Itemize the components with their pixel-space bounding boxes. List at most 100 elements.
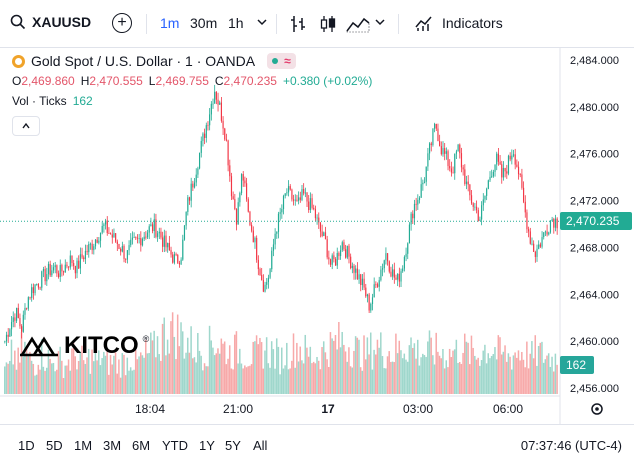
candle-body <box>319 222 322 232</box>
volume-bar <box>516 357 518 394</box>
candle-body <box>358 274 360 280</box>
timeframe-1h[interactable]: 1h <box>228 15 244 31</box>
candle-body <box>274 233 276 245</box>
candle-body <box>467 181 469 185</box>
volume-bar <box>287 369 290 394</box>
range-ytd[interactable]: YTD <box>162 438 188 453</box>
candle-body <box>63 271 65 273</box>
volume-bar <box>339 347 342 394</box>
candle-body <box>351 265 353 269</box>
candle-body <box>12 317 14 322</box>
range-all[interactable]: All <box>253 438 268 453</box>
candle-body <box>413 203 416 219</box>
volume-bar <box>524 367 526 394</box>
volume-bar <box>492 354 495 394</box>
candle-body <box>101 225 103 233</box>
candle-body <box>245 183 248 200</box>
volume-bar <box>348 347 350 394</box>
range-5d[interactable]: 5D <box>46 438 63 453</box>
price-axis[interactable]: 2,484.000 2,480.000 2,476.000 2,472.000 2,46… <box>570 55 619 395</box>
range-1y[interactable]: 1Y <box>199 438 215 453</box>
bar-chart-type-icon[interactable] <box>288 14 308 34</box>
candle-body <box>487 180 489 189</box>
range-6m[interactable]: 6M <box>132 438 151 453</box>
candle-body <box>387 253 389 262</box>
candle-body <box>172 254 174 263</box>
chevron-down-icon[interactable] <box>256 16 268 28</box>
settings-gear-icon[interactable] <box>591 403 603 415</box>
volume-bar <box>123 354 125 394</box>
volume-bar <box>101 358 103 394</box>
candle-body <box>27 297 29 309</box>
candle-body <box>403 256 405 269</box>
candle-body <box>294 199 296 201</box>
candle-body <box>293 199 295 201</box>
candle-body <box>108 233 110 234</box>
chevron-down-icon[interactable] <box>374 16 386 28</box>
volume-bar <box>42 366 45 394</box>
volume-bar <box>192 358 194 394</box>
candle-body <box>462 167 464 170</box>
candle-body <box>83 257 85 260</box>
volume-bar <box>198 350 201 394</box>
candle-body <box>430 143 432 146</box>
clock-timezone[interactable]: 07:37:46 (UTC-4) <box>520 438 622 453</box>
volume-bar <box>324 352 327 394</box>
candle-body <box>81 254 83 258</box>
range-3m[interactable]: 3M <box>103 438 122 453</box>
candle-body <box>4 341 6 343</box>
symbol-search[interactable]: XAUUSD <box>10 14 91 30</box>
volume-bar <box>173 336 176 394</box>
candle-body <box>313 207 315 210</box>
candle-body <box>276 231 278 234</box>
volume-bar <box>396 353 399 394</box>
indicators-button[interactable]: Indicators <box>414 13 503 33</box>
volume-bar <box>326 359 328 394</box>
volume-bar <box>388 351 390 394</box>
volume-bar <box>99 365 102 394</box>
volume-bar <box>108 374 110 394</box>
volume-bar <box>366 337 369 394</box>
change-value: +0.380 (+0.02%) <box>282 74 373 88</box>
candle-body <box>524 201 526 213</box>
candle-body <box>496 153 498 165</box>
candle-body <box>207 125 209 126</box>
price-tick-label: 2,472.000 <box>570 196 619 208</box>
volume-bar <box>94 352 97 394</box>
candle-body <box>331 255 333 265</box>
candle-body <box>219 102 221 105</box>
candle-body <box>29 297 31 298</box>
volume-bar <box>282 368 285 394</box>
volume-bar <box>378 347 380 394</box>
volume-bar <box>470 335 473 394</box>
volume-bar <box>361 370 364 394</box>
volume-bar <box>551 356 553 394</box>
candlestick-chart-type-icon[interactable] <box>318 14 338 34</box>
timeframe-1m[interactable]: 1m <box>160 15 180 31</box>
time-axis[interactable]: 18:04 21:00 17 03:00 06:00 <box>135 402 523 416</box>
area-chart-type-icon[interactable] <box>346 14 370 34</box>
price-chart[interactable]: 2,484.000 2,480.000 2,476.000 2,472.000 2,46… <box>0 0 634 424</box>
volume-bar <box>487 353 490 394</box>
candle-body <box>262 280 264 292</box>
candle-body <box>178 262 181 265</box>
candle-body <box>538 244 540 249</box>
candle-body <box>427 153 429 167</box>
volume-bar <box>363 335 365 394</box>
compare-add-button[interactable]: + <box>112 13 132 33</box>
range-1d[interactable]: 1D <box>18 438 35 453</box>
volume-bar <box>240 363 243 394</box>
volume-bar <box>526 341 528 394</box>
collapse-legend-button[interactable] <box>12 116 40 136</box>
gold-symbol-icon <box>12 54 25 68</box>
volume-bar <box>368 354 370 394</box>
range-1m[interactable]: 1M <box>74 438 93 453</box>
volume-bar <box>296 342 298 394</box>
timeframe-30m[interactable]: 30m <box>190 15 218 31</box>
range-5y[interactable]: 5Y <box>225 438 241 453</box>
market-status-badge[interactable]: ≈ <box>267 53 296 69</box>
candle-body <box>482 199 484 206</box>
volume-bar <box>312 361 315 394</box>
candle-body <box>428 143 431 154</box>
legend-title: Gold Spot / U.S. Dollar · 1 · OANDA <box>31 53 256 69</box>
